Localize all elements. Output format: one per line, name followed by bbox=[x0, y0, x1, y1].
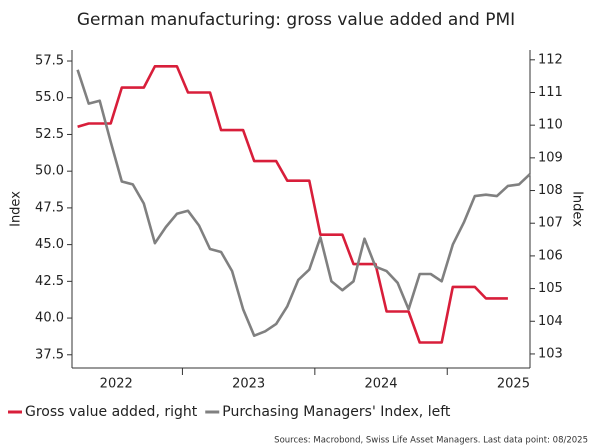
source-note: Sources: Macrobond, Swiss Life Asset Man… bbox=[274, 436, 588, 446]
y2ticks-label: 106 bbox=[538, 248, 563, 263]
yticks-label: 40.0 bbox=[35, 311, 64, 326]
y2ticks-label: 112 bbox=[538, 52, 563, 67]
legend-label: Gross value added, right bbox=[25, 404, 198, 420]
yticks-label: 47.5 bbox=[35, 200, 64, 215]
y2ticks-label: 108 bbox=[538, 183, 563, 198]
yticks-label: 45.0 bbox=[35, 237, 64, 252]
y2ticks-label: 109 bbox=[538, 150, 563, 165]
y2ticks-label: 110 bbox=[538, 118, 563, 133]
series-line bbox=[77, 65, 508, 344]
y2-axis-label: Index bbox=[570, 191, 585, 227]
y2ticks-label: 105 bbox=[538, 281, 563, 296]
legend-label: Purchasing Managers' Index, left bbox=[222, 404, 451, 420]
x-tick-label: 2025 bbox=[497, 377, 530, 392]
y-axis-label: Index bbox=[9, 191, 24, 227]
x-tick-label: 2023 bbox=[232, 377, 265, 392]
x-tick-label: 2024 bbox=[364, 377, 397, 392]
yticks-label: 42.5 bbox=[35, 274, 64, 289]
yticks-label: 37.5 bbox=[35, 347, 64, 362]
y2ticks-label: 103 bbox=[538, 346, 563, 361]
y2ticks-label: 107 bbox=[538, 216, 563, 231]
yticks-label: 52.5 bbox=[35, 127, 64, 142]
series-line bbox=[76, 69, 531, 337]
chart-title: German manufacturing: gross value added … bbox=[77, 10, 515, 30]
yticks-label: 55.0 bbox=[35, 90, 64, 105]
y2ticks-label: 104 bbox=[538, 314, 563, 329]
x-tick-label: 2022 bbox=[100, 377, 133, 392]
y2ticks-label: 111 bbox=[538, 85, 563, 100]
yticks-label: 50.0 bbox=[35, 164, 64, 179]
yticks-label: 57.5 bbox=[35, 54, 64, 69]
